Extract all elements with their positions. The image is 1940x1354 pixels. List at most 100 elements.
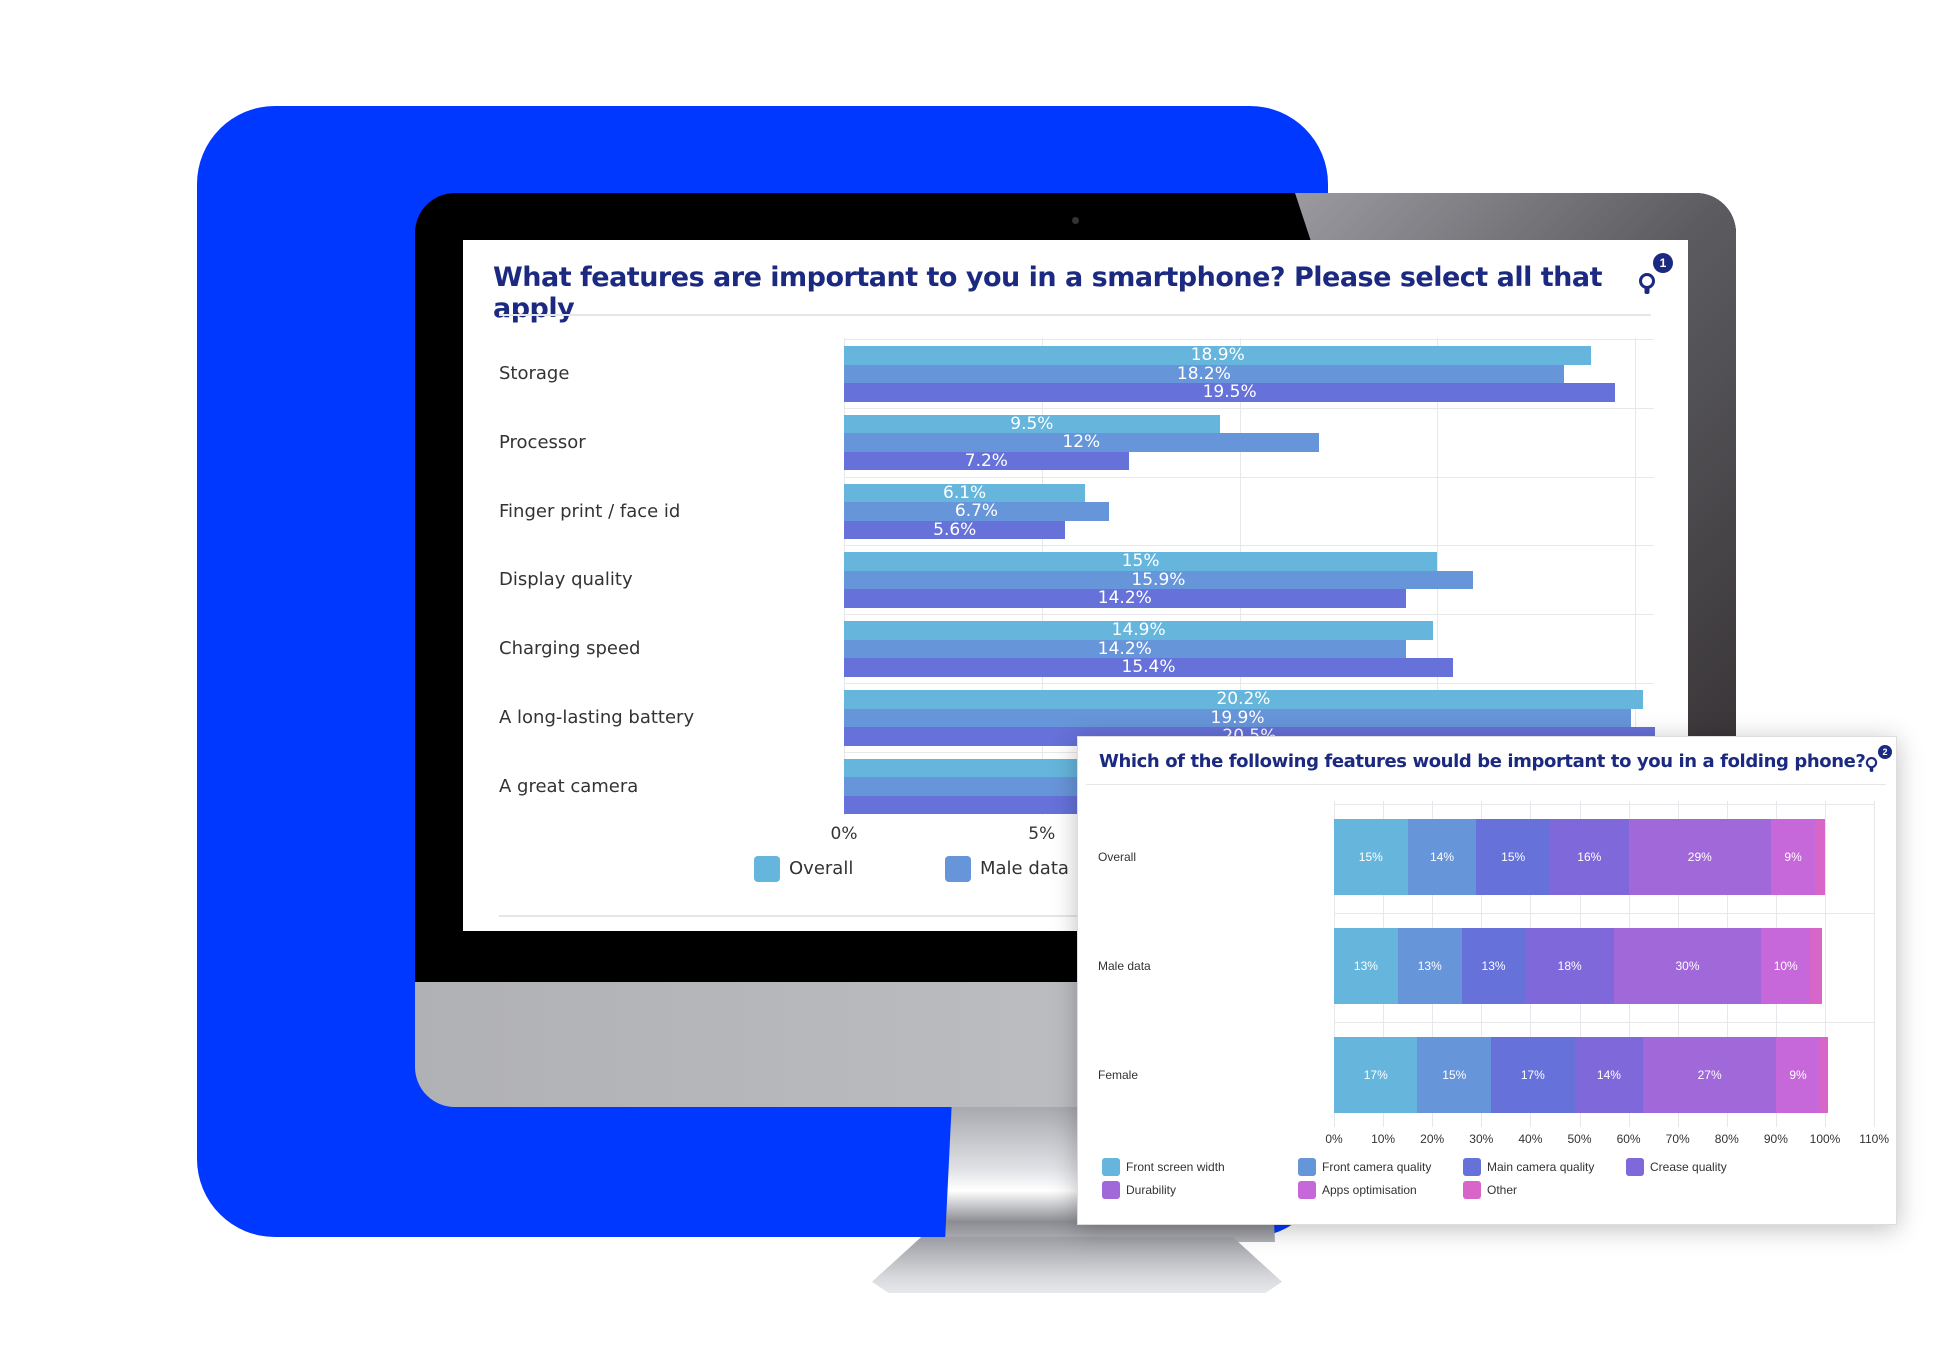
segment-other <box>1820 1037 1829 1113</box>
lightbulb-icon[interactable] <box>1638 273 1656 302</box>
category-label: Overall <box>1098 850 1137 864</box>
bar-overall <box>844 621 1434 640</box>
row-separator <box>844 545 1654 547</box>
legend-label: Front screen width <box>1126 1160 1225 1174</box>
segment-durability: 30% <box>1613 928 1762 1004</box>
segment-other <box>1815 819 1825 895</box>
segment-crease-quality: 18% <box>1525 928 1614 1004</box>
bar-value-label: 5.6% <box>933 519 977 540</box>
x-tick-label: 80% <box>1714 1132 1739 1146</box>
legend-swatch <box>1298 1158 1316 1176</box>
legend-label: Front camera quality <box>1322 1160 1432 1174</box>
segment-apps-optimisation: 9% <box>1775 1037 1821 1113</box>
chart-title: Which of the following features would be… <box>1099 751 1866 772</box>
bar-value-label: 14.2% <box>1097 638 1152 659</box>
x-tick-label: 20% <box>1420 1132 1445 1146</box>
legend-swatch <box>1463 1181 1481 1199</box>
webcam-dot <box>1072 217 1079 224</box>
bar-series-3 <box>844 658 1454 677</box>
bar-value-label: 18.9% <box>1190 345 1245 365</box>
segment-crease-quality: 14% <box>1574 1037 1644 1113</box>
legend-label: Overall <box>789 858 854 879</box>
bar-male-data <box>844 433 1319 452</box>
x-tick-label: 10% <box>1371 1132 1396 1146</box>
bar-series-3 <box>844 451 1129 471</box>
bar-overall <box>844 690 1643 709</box>
segment-durability: 29% <box>1628 819 1771 895</box>
title-divider <box>499 314 1651 316</box>
bar-value-label: 15.9% <box>1131 569 1186 590</box>
legend-label: Other <box>1487 1183 1518 1197</box>
legend-swatch <box>1298 1181 1316 1199</box>
chart-card-folding-phone: Which of the following features would be… <box>1077 736 1897 1225</box>
x-tick-label: 50% <box>1567 1132 1592 1146</box>
x-tick-label: 40% <box>1518 1132 1543 1146</box>
legend-swatch <box>1102 1181 1120 1199</box>
x-tick-label: 0% <box>1325 1132 1343 1146</box>
stacked-bar-chart-plot: Overall 15% 14% 15% 16% 29% 9% Male data 13% 13% 1… <box>1078 737 1898 1226</box>
category-label: Charging speed <box>499 638 641 660</box>
row-separator <box>844 614 1654 616</box>
segment-durability: 27% <box>1643 1037 1776 1113</box>
bar-value-label: 9.5% <box>1010 413 1054 434</box>
segment-main-camera-quality: 13% <box>1461 928 1526 1004</box>
bar-male-data <box>844 364 1564 383</box>
bar-value-label: 18.2% <box>1176 363 1231 384</box>
legend-swatch <box>945 856 971 882</box>
legend-label: Male data <box>980 858 1069 879</box>
bar-value-label: 20.2% <box>1216 689 1271 709</box>
legend-label: Apps optimisation <box>1322 1183 1417 1197</box>
segment-front-camera-quality: 15% <box>1417 1037 1492 1113</box>
bar-series-3 <box>844 383 1616 402</box>
row-separator <box>844 476 1654 478</box>
insight-count-badge: 2 <box>1878 745 1892 759</box>
x-tick-label: 5% <box>1028 824 1056 844</box>
bar-male-data <box>844 502 1109 521</box>
x-tick-label: 30% <box>1469 1132 1494 1146</box>
legend-swatch <box>1463 1158 1481 1176</box>
row-separator <box>844 683 1654 684</box>
bar-value-label: 7.2% <box>964 450 1008 471</box>
segment-main-camera-quality: 17% <box>1491 1037 1575 1113</box>
bar-value-label: 15% <box>1121 551 1160 572</box>
lightbulb-icon[interactable] <box>1865 757 1878 779</box>
category-label: Processor <box>499 431 586 453</box>
bar-value-label: 19.5% <box>1202 382 1257 402</box>
category-label: Storage <box>499 363 570 384</box>
row-separator <box>844 407 1654 409</box>
segment-crease-quality: 16% <box>1550 819 1629 895</box>
row-separator <box>1334 913 1874 914</box>
legend-label: Crease quality <box>1650 1160 1727 1174</box>
legend-swatch <box>754 856 780 882</box>
bar-male-data <box>844 777 1141 796</box>
segment-front-screen-width: 13% <box>1334 928 1398 1004</box>
segment-main-camera-quality: 15% <box>1476 819 1551 895</box>
row-separator <box>844 339 1654 340</box>
bar-value-label: 14.9% <box>1111 620 1166 641</box>
title-divider <box>1086 784 1886 785</box>
row-separator <box>1334 1022 1874 1023</box>
segment-front-camera-quality: 14% <box>1407 819 1477 895</box>
segment-apps-optimisation: 9% <box>1770 819 1816 895</box>
bar-value-label: 15.4% <box>1121 657 1176 678</box>
segment-front-screen-width: 15% <box>1334 819 1408 895</box>
bar-value-label: 19.9% <box>1210 707 1265 728</box>
category-label: A great camera <box>499 775 639 797</box>
bar-male-data <box>844 570 1473 590</box>
segment-apps-optimisation: 10% <box>1761 928 1811 1004</box>
bar-value-label: 12% <box>1062 432 1101 453</box>
gridline <box>1825 801 1826 1127</box>
legend-label: Durability <box>1126 1183 1177 1197</box>
category-label: Male data <box>1098 959 1151 973</box>
insight-count-badge: 1 <box>1653 253 1673 273</box>
legend-label: Main camera quality <box>1487 1160 1595 1174</box>
bar-overall <box>844 346 1592 365</box>
bar-series-3 <box>844 795 1141 815</box>
x-tick-label: 0% <box>830 824 858 844</box>
bar-male-data <box>844 708 1632 727</box>
bar-overall <box>844 414 1220 434</box>
bar-overall <box>844 483 1086 503</box>
x-tick-label: 70% <box>1665 1132 1690 1146</box>
gridline <box>1635 338 1636 815</box>
legend-swatch <box>1626 1158 1644 1176</box>
